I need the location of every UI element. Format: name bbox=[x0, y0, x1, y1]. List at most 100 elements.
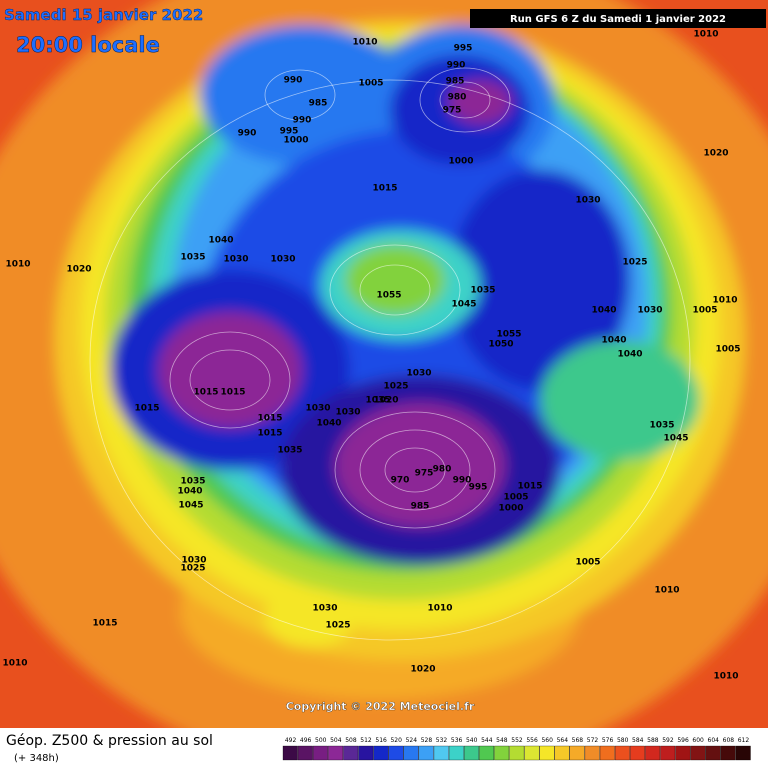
pressure-label: 1030 bbox=[223, 255, 248, 265]
legend-level: 528 bbox=[421, 737, 433, 744]
pressure-label: 1040 bbox=[601, 336, 626, 346]
legend-level: 520 bbox=[390, 737, 402, 744]
pressure-label: 1040 bbox=[617, 350, 642, 360]
legend-swatch bbox=[690, 745, 706, 761]
legend-swatch bbox=[524, 745, 540, 761]
pressure-label: 1030 bbox=[335, 408, 360, 418]
legend-level: 544 bbox=[481, 737, 493, 744]
legend-level: 492 bbox=[285, 737, 297, 744]
legend-level: 580 bbox=[617, 737, 629, 744]
color-legend: 492 496 500 504 508 512 516 520 524 528 532 536 540 5… bbox=[282, 737, 751, 761]
run-box bbox=[470, 9, 766, 28]
pressure-label: 1015 bbox=[257, 414, 282, 424]
legend-level: 496 bbox=[300, 737, 312, 744]
pressure-label: 1015 bbox=[92, 619, 117, 629]
legend-swatch bbox=[599, 745, 615, 761]
legend-swatch bbox=[448, 745, 464, 761]
legend-level: 584 bbox=[632, 737, 644, 744]
legend-level: 516 bbox=[375, 737, 387, 744]
legend-level: 576 bbox=[602, 737, 614, 744]
legend-swatch bbox=[630, 745, 645, 761]
pressure-label: 1020 bbox=[373, 396, 398, 406]
legend-level: 548 bbox=[496, 737, 508, 744]
legend-level: 596 bbox=[677, 737, 689, 744]
legend-swatch bbox=[720, 745, 736, 761]
legend-level: 608 bbox=[723, 737, 735, 744]
copyright: Copyright © 2022 Meteociel.fr bbox=[286, 700, 475, 713]
legend-level: 612 bbox=[738, 737, 750, 744]
pressure-label: 990 bbox=[447, 61, 466, 71]
pressure-label: 990 bbox=[293, 116, 312, 126]
pressure-label: 1030 bbox=[575, 196, 600, 206]
pressure-label: 990 bbox=[238, 129, 257, 139]
pressure-label: 1025 bbox=[622, 258, 647, 268]
pressure-label: 1040 bbox=[208, 236, 233, 246]
legend-swatch bbox=[433, 745, 449, 761]
pressure-labels: 1010995990985980975990985990995100099010… bbox=[2, 30, 740, 682]
pressure-label: 975 bbox=[443, 106, 462, 116]
pressure-label: 975 bbox=[415, 469, 434, 479]
legend-level: 536 bbox=[451, 737, 463, 744]
legend-level: 572 bbox=[587, 737, 599, 744]
legend-swatch bbox=[403, 745, 419, 761]
pressure-label: 1035 bbox=[649, 421, 674, 431]
pressure-label: 1010 bbox=[2, 659, 27, 669]
pressure-label: 980 bbox=[433, 465, 452, 475]
pressure-label: 1045 bbox=[178, 501, 203, 511]
date-title: Samedi 15 janvier 2022 bbox=[4, 6, 203, 24]
legend-swatch bbox=[373, 745, 389, 761]
pressure-label: 1035 bbox=[470, 286, 495, 296]
pressure-label: 1030 bbox=[406, 369, 431, 379]
pressure-label: 1015 bbox=[257, 429, 282, 439]
legend-level: 540 bbox=[466, 737, 478, 744]
pressure-label: 1045 bbox=[451, 300, 476, 310]
pressure-label: 1035 bbox=[277, 446, 302, 456]
pressure-label: 995 bbox=[454, 44, 473, 54]
pressure-label: 1025 bbox=[325, 621, 350, 631]
pressure-label: 1035 bbox=[180, 477, 205, 487]
legend-level: 568 bbox=[572, 737, 584, 744]
legend-level: 524 bbox=[406, 737, 418, 744]
legend-swatch bbox=[343, 745, 359, 761]
legend-swatch bbox=[539, 745, 555, 761]
pressure-label: 1010 bbox=[352, 38, 377, 48]
pressure-label: 1010 bbox=[427, 604, 452, 614]
pressure-label: 1040 bbox=[316, 419, 341, 429]
pressure-label: 985 bbox=[446, 77, 465, 87]
pressure-label: 1040 bbox=[177, 487, 202, 497]
isobars bbox=[89, 67, 691, 641]
legend-swatch bbox=[464, 745, 479, 761]
pressure-label: 1005 bbox=[575, 558, 600, 568]
legend-swatch bbox=[388, 745, 404, 761]
pressure-label: 985 bbox=[309, 99, 328, 109]
legend-swatch bbox=[584, 745, 600, 761]
pressure-label: 1005 bbox=[358, 79, 383, 89]
pressure-label: 1000 bbox=[283, 136, 308, 146]
legend-level: 600 bbox=[692, 737, 704, 744]
pressure-label: 1030 bbox=[270, 255, 295, 265]
pressure-label: 1000 bbox=[498, 504, 523, 514]
pressure-label: 1010 bbox=[654, 586, 679, 596]
legend-swatch bbox=[614, 745, 630, 761]
pressure-label: 1015 bbox=[220, 388, 245, 398]
legend-swatch bbox=[735, 745, 751, 761]
pressure-label: 980 bbox=[448, 93, 467, 103]
pressure-label: 1030 bbox=[637, 306, 662, 316]
pressure-label: 1020 bbox=[66, 265, 91, 275]
legend-level: 588 bbox=[647, 737, 659, 744]
legend-level: 552 bbox=[511, 737, 523, 744]
pressure-label: 1035 bbox=[365, 396, 390, 406]
legend-level: 500 bbox=[315, 737, 327, 744]
legend-swatch bbox=[569, 745, 585, 761]
pressure-label: 1030 bbox=[181, 556, 206, 566]
pressure-label: 1030 bbox=[312, 604, 337, 614]
pressure-label: 1015 bbox=[134, 404, 159, 414]
run-info: Run GFS 6 Z du Samedi 1 janvier 2022 bbox=[510, 14, 726, 25]
pressure-label: 1045 bbox=[663, 434, 688, 444]
legend-swatch bbox=[645, 745, 661, 761]
pressure-label: 995 bbox=[469, 483, 488, 493]
pressure-label: 1030 bbox=[305, 404, 330, 414]
pressure-label: 1025 bbox=[383, 382, 408, 392]
